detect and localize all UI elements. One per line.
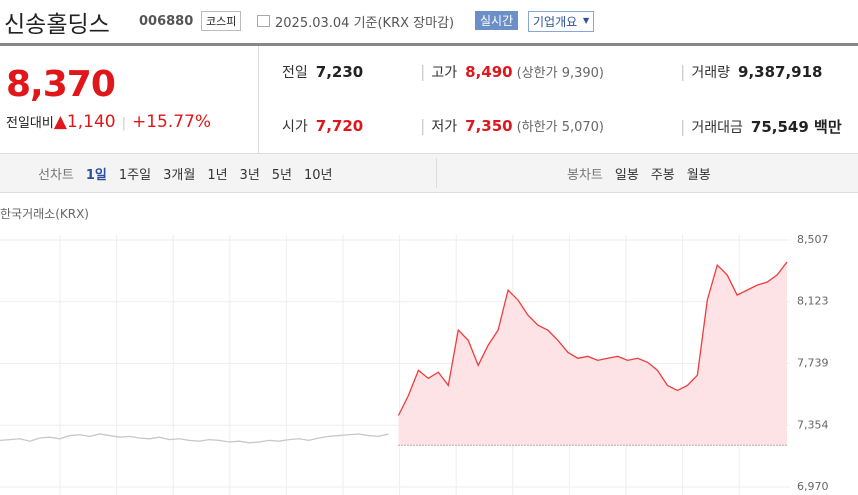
- tab-label: 선차트: [38, 168, 74, 183]
- stat-value: 9,387,918: [738, 63, 823, 81]
- realtime-badge[interactable]: 실시간: [475, 11, 519, 30]
- rate: +15.77%: [131, 112, 212, 132]
- source: 한국거래소(KRX): [0, 207, 89, 221]
- tab[interactable]: 3개월: [163, 168, 196, 183]
- line: [397, 261, 788, 416]
- stat: 시가 7,720: [282, 116, 363, 136]
- line: [0, 433, 389, 444]
- stat-label: 고가: [431, 65, 458, 81]
- y-tick-label: 7,739: [797, 356, 829, 369]
- calendar-icon: [257, 15, 270, 27]
- tab[interactable]: 주봉: [650, 168, 675, 183]
- dropdown-arrow: ▼: [583, 16, 590, 25]
- up-arrow: ▲: [53, 112, 67, 132]
- stat-label: 거래량: [691, 65, 731, 81]
- stat-value: 7,720: [315, 117, 364, 135]
- tab-divider: [436, 158, 437, 188]
- separator: |: [680, 62, 686, 81]
- separator: |: [121, 116, 126, 131]
- header-rule: [0, 43, 858, 46]
- stat-value: 7,350: [465, 117, 513, 135]
- tab[interactable]: 일봉: [614, 168, 639, 183]
- date: 2025.03.04 기준(KRX 장마감): [275, 16, 455, 31]
- stat-value: 8,490: [465, 63, 513, 81]
- stat-label: 시가: [282, 119, 308, 135]
- candle-tabs: 봉차트 일봉 주봉 월봉: [561, 164, 717, 183]
- change-row: 전일대비▲1,140 | +15.77%: [6, 112, 211, 132]
- change-label: 전일대비: [6, 116, 54, 131]
- company-label: 기업개요: [533, 15, 578, 29]
- y-tick-label: 8,507: [797, 233, 829, 246]
- separator: |: [420, 116, 426, 135]
- stat-extra: (상한가 9,390): [516, 66, 604, 81]
- current-price: 8,370: [6, 64, 116, 105]
- title: 신송홀딩스: [4, 12, 110, 38]
- area: [398, 262, 787, 446]
- tab[interactable]: 1년: [207, 168, 228, 183]
- separator: |: [420, 62, 426, 81]
- y-tick-label: 8,123: [797, 295, 829, 308]
- line-tabs: 선차트 1일 1주일 3개월 1년 3년 5년 10년: [32, 164, 339, 183]
- y-tick-label: 7,354: [797, 418, 829, 431]
- code: 006880: [139, 14, 194, 29]
- stat: | 저가 7,350 (하한가 5,070): [420, 116, 604, 136]
- stat-value: 75,549 백만: [750, 118, 842, 136]
- separator: |: [680, 117, 686, 136]
- company-button[interactable]: 기업개요 ▼: [528, 11, 595, 32]
- divider: [258, 46, 259, 153]
- stat-label: 거래대금: [691, 120, 743, 136]
- stat: | 거래량 9,387,918: [680, 62, 823, 82]
- stat-extra: (하한가 5,070): [516, 120, 604, 135]
- change: 1,140: [66, 112, 116, 132]
- tab[interactable]: 월봉: [686, 168, 711, 183]
- stat-label: 전일: [282, 65, 308, 81]
- y-tick-label: 6,970: [797, 480, 829, 493]
- market-badge: 코스피: [201, 11, 242, 31]
- stat: | 고가 8,490 (상한가 9,390): [420, 62, 604, 82]
- tab[interactable]: 3년: [239, 168, 260, 183]
- tab-bar: [0, 153, 858, 193]
- tab[interactable]: 1일: [85, 168, 107, 183]
- tab[interactable]: 10년: [304, 168, 333, 183]
- stat: | 거래대금 75,549 백만: [680, 116, 842, 137]
- stat-value: 7,230: [315, 63, 364, 81]
- tab[interactable]: 1주일: [118, 168, 152, 183]
- tab-label: 봉차트: [567, 168, 603, 183]
- stat-label: 저가: [431, 119, 458, 135]
- stat: 전일 7,230: [282, 62, 363, 82]
- tab[interactable]: 5년: [271, 168, 293, 183]
